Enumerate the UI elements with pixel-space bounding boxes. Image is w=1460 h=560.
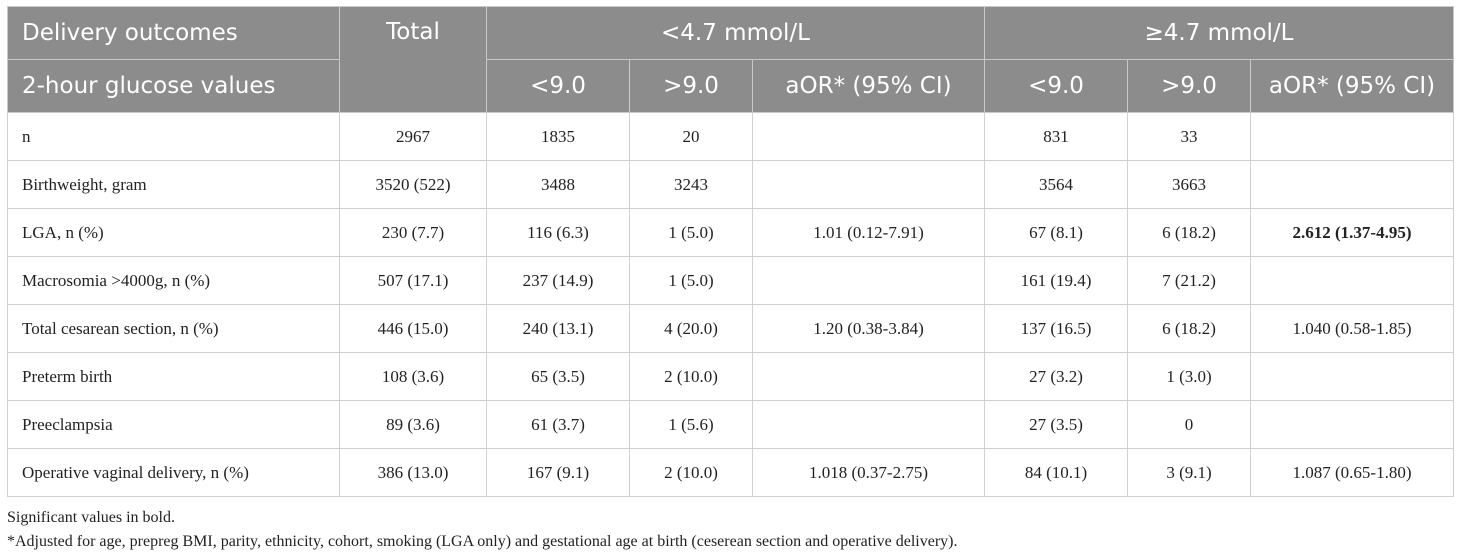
cell-g1-aor bbox=[752, 256, 985, 305]
cell-g2-gt9: 0 bbox=[1127, 400, 1251, 449]
header-2h-glucose: 2-hour glucose values bbox=[7, 59, 340, 113]
cell-g1-lt9: 240 (13.1) bbox=[486, 304, 630, 353]
cell-g2-lt9: 3564 bbox=[984, 160, 1128, 209]
header-group-above-4-7: ≥4.7 mmol/L bbox=[984, 6, 1454, 60]
cell-g2-aor: 1.040 (0.58-1.85) bbox=[1250, 304, 1454, 353]
cell-g2-aor bbox=[1250, 256, 1454, 305]
table-row: n 2967 1835 20 831 33 bbox=[7, 112, 1454, 161]
table-row: LGA, n (%) 230 (7.7) 116 (6.3) 1 (5.0) 1… bbox=[7, 208, 1454, 257]
cell-g1-lt9: 3488 bbox=[486, 160, 630, 209]
table-row: Birthweight, gram 3520 (522) 3488 3243 3… bbox=[7, 160, 1454, 209]
header-delivery-outcomes: Delivery outcomes bbox=[7, 6, 340, 60]
cell-total: 230 (7.7) bbox=[339, 208, 487, 257]
cell-g2-gt9: 7 (21.2) bbox=[1127, 256, 1251, 305]
cell-total: 108 (3.6) bbox=[339, 352, 487, 401]
row-label: Birthweight, gram bbox=[7, 160, 340, 209]
cell-g1-lt9: 61 (3.7) bbox=[486, 400, 630, 449]
cell-g1-gt9: 4 (20.0) bbox=[629, 304, 753, 353]
cell-g1-lt9: 1835 bbox=[486, 112, 630, 161]
table-row: Preterm birth 108 (3.6) 65 (3.5) 2 (10.0… bbox=[7, 352, 1454, 401]
cell-g2-lt9: 137 (16.5) bbox=[984, 304, 1128, 353]
cell-g2-gt9: 6 (18.2) bbox=[1127, 208, 1251, 257]
table-row: Operative vaginal delivery, n (%) 386 (1… bbox=[7, 448, 1454, 497]
cell-g2-lt9: 84 (10.1) bbox=[984, 448, 1128, 497]
row-label: n bbox=[7, 112, 340, 161]
row-label: Total cesarean section, n (%) bbox=[7, 304, 340, 353]
cell-g2-lt9: 161 (19.4) bbox=[984, 256, 1128, 305]
cell-g1-lt9: 237 (14.9) bbox=[486, 256, 630, 305]
header-sub-aor-g2: aOR* (95% CI) bbox=[1250, 59, 1454, 113]
cell-g1-gt9: 1 (5.0) bbox=[629, 256, 753, 305]
cell-g1-aor: 1.01 (0.12-7.91) bbox=[752, 208, 985, 257]
header-sub-lt9-g1: <9.0 bbox=[486, 59, 630, 113]
cell-g2-aor bbox=[1250, 400, 1454, 449]
table-body: n 2967 1835 20 831 33 Birthweight, gram … bbox=[7, 112, 1454, 497]
table-footnotes: Significant values in bold. *Adjusted fo… bbox=[7, 507, 958, 555]
table-header: Delivery outcomes Total <4.7 mmol/L ≥4.7… bbox=[7, 6, 1454, 113]
footnote-significance: Significant values in bold. bbox=[7, 509, 175, 526]
cell-g2-aor bbox=[1250, 160, 1454, 209]
row-label: Preeclampsia bbox=[7, 400, 340, 449]
cell-g1-aor bbox=[752, 112, 985, 161]
cell-total: 507 (17.1) bbox=[339, 256, 487, 305]
results-table-container: Delivery outcomes Total <4.7 mmol/L ≥4.7… bbox=[7, 6, 1454, 497]
cell-g1-gt9: 2 (10.0) bbox=[629, 352, 753, 401]
cell-g2-gt9: 3 (9.1) bbox=[1127, 448, 1251, 497]
cell-total: 89 (3.6) bbox=[339, 400, 487, 449]
table-row: Total cesarean section, n (%) 446 (15.0)… bbox=[7, 304, 1454, 353]
table-row: Preeclampsia 89 (3.6) 61 (3.7) 1 (5.6) 2… bbox=[7, 400, 1454, 449]
cell-g2-aor bbox=[1250, 352, 1454, 401]
cell-g2-lt9: 27 (3.2) bbox=[984, 352, 1128, 401]
cell-g1-gt9: 20 bbox=[629, 112, 753, 161]
table-row: Macrosomia >4000g, n (%) 507 (17.1) 237 … bbox=[7, 256, 1454, 305]
delivery-outcomes-table: Delivery outcomes Total <4.7 mmol/L ≥4.7… bbox=[7, 6, 1454, 497]
footnote-adjustment: *Adjusted for age, prepreg BMI, parity, … bbox=[7, 533, 958, 550]
cell-g2-lt9: 67 (8.1) bbox=[984, 208, 1128, 257]
cell-g1-gt9: 1 (5.6) bbox=[629, 400, 753, 449]
cell-g1-aor: 1.20 (0.38-3.84) bbox=[752, 304, 985, 353]
cell-g1-aor bbox=[752, 352, 985, 401]
header-sub-aor-g1: aOR* (95% CI) bbox=[752, 59, 985, 113]
header-sub-gt9-g1: >9.0 bbox=[629, 59, 753, 113]
row-label: Preterm birth bbox=[7, 352, 340, 401]
cell-g1-aor: 1.018 (0.37-2.75) bbox=[752, 448, 985, 497]
row-label: Macrosomia >4000g, n (%) bbox=[7, 256, 340, 305]
cell-g2-aor-significant: 2.612 (1.37-4.95) bbox=[1250, 208, 1454, 257]
cell-total: 446 (15.0) bbox=[339, 304, 487, 353]
cell-g1-aor bbox=[752, 160, 985, 209]
cell-g1-gt9: 2 (10.0) bbox=[629, 448, 753, 497]
cell-g2-gt9: 1 (3.0) bbox=[1127, 352, 1251, 401]
cell-total: 386 (13.0) bbox=[339, 448, 487, 497]
cell-g2-lt9: 831 bbox=[984, 112, 1128, 161]
cell-g2-lt9: 27 (3.5) bbox=[984, 400, 1128, 449]
cell-g2-aor bbox=[1250, 112, 1454, 161]
header-group-below-4-7: <4.7 mmol/L bbox=[486, 6, 985, 60]
header-total: Total bbox=[339, 6, 487, 113]
cell-g1-lt9: 65 (3.5) bbox=[486, 352, 630, 401]
cell-total: 3520 (522) bbox=[339, 160, 487, 209]
cell-g2-gt9: 6 (18.2) bbox=[1127, 304, 1251, 353]
cell-g1-lt9: 116 (6.3) bbox=[486, 208, 630, 257]
cell-g2-gt9: 3663 bbox=[1127, 160, 1251, 209]
cell-g2-aor: 1.087 (0.65-1.80) bbox=[1250, 448, 1454, 497]
header-row-1: Delivery outcomes Total <4.7 mmol/L ≥4.7… bbox=[7, 6, 1454, 113]
cell-g1-aor bbox=[752, 400, 985, 449]
row-label: Operative vaginal delivery, n (%) bbox=[7, 448, 340, 497]
cell-total: 2967 bbox=[339, 112, 487, 161]
cell-g1-gt9: 1 (5.0) bbox=[629, 208, 753, 257]
cell-g1-gt9: 3243 bbox=[629, 160, 753, 209]
header-sub-gt9-g2: >9.0 bbox=[1127, 59, 1251, 113]
cell-g2-gt9: 33 bbox=[1127, 112, 1251, 161]
header-row-2: 2-hour glucose values <9.0 >9.0 aOR* (95… bbox=[7, 59, 1454, 113]
cell-g1-lt9: 167 (9.1) bbox=[486, 448, 630, 497]
row-label: LGA, n (%) bbox=[7, 208, 340, 257]
header-sub-lt9-g2: <9.0 bbox=[984, 59, 1128, 113]
